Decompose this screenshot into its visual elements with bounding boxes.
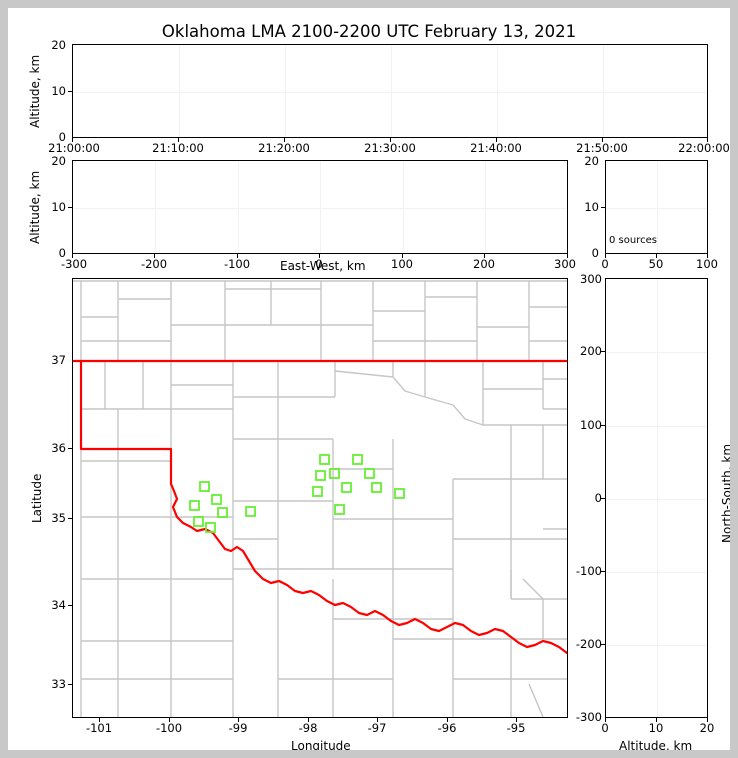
page-title: Oklahoma LMA 2100-2200 UTC February 13, … (161, 22, 577, 41)
axis-label-latitude: Latitude (30, 473, 44, 523)
tick-label: 10 (51, 200, 66, 214)
tick-label: 0 (594, 491, 602, 505)
tick-label: 100 (696, 257, 718, 271)
tick-label: -100 (223, 257, 251, 271)
tick-label: -100 (155, 721, 183, 735)
axis-label-north-south: North-South, km (720, 443, 734, 543)
tick-label: -200 (575, 637, 602, 651)
tick-label: -300 (575, 710, 602, 724)
tick-label: -200 (140, 257, 168, 271)
axis-label-east-west: East-West, km (280, 259, 366, 273)
tick-label: 10 (648, 721, 664, 735)
lma-station-markers (189, 454, 405, 533)
panel-northsouth-altitude (605, 278, 708, 718)
tick-label: 0 (58, 246, 66, 260)
tick-label: 21:30:00 (364, 141, 416, 155)
tick-label: 0 (58, 130, 66, 144)
panel-map (72, 278, 568, 718)
tick-label: -96 (437, 721, 457, 735)
tick-label: -98 (298, 721, 318, 735)
axis-label-altitude: Altitude, km (619, 739, 693, 753)
tick-label: 10 (584, 200, 599, 214)
tick-label: 34 (51, 598, 66, 612)
tick-label: 33 (51, 677, 66, 691)
tick-label: 0 (315, 257, 323, 271)
tick-label: 0 (601, 721, 609, 735)
source-count-annotation: 0 sources (609, 235, 657, 246)
tick-label: -95 (506, 721, 526, 735)
panel-eastwest-altitude (72, 160, 568, 254)
axis-label-longitude: Longitude (291, 739, 351, 753)
panel-time-altitude (72, 44, 708, 138)
tick-label: 20 (699, 721, 715, 735)
tick-label: 21:00:00 (48, 141, 100, 155)
tick-label: 200 (473, 257, 495, 271)
panel-altitude-histogram (605, 160, 708, 254)
tick-label: 10 (51, 84, 66, 98)
tick-label: -101 (85, 721, 113, 735)
tick-label: 21:40:00 (470, 141, 522, 155)
tick-label: -300 (60, 257, 88, 271)
tick-label: 50 (648, 257, 664, 271)
tick-label: 0 (601, 257, 609, 271)
tick-label: 200 (580, 344, 602, 358)
tick-label: 0 (591, 246, 599, 260)
tick-label: -99 (228, 721, 248, 735)
tick-label: 300 (580, 272, 602, 286)
axis-label-altitude: Altitude, km (28, 170, 42, 244)
tick-label: 21:20:00 (258, 141, 310, 155)
tick-label: 35 (51, 511, 66, 525)
tick-label: -100 (575, 564, 602, 578)
axis-label-altitude: Altitude, km (28, 54, 42, 128)
tick-label: -97 (367, 721, 387, 735)
tick-label: 100 (391, 257, 413, 271)
tick-label: 20 (584, 154, 599, 168)
tick-label: 300 (554, 257, 576, 271)
tick-label: 20 (51, 154, 66, 168)
county-borders (73, 280, 567, 717)
tick-label: 100 (580, 418, 602, 432)
tick-label: 21:10:00 (152, 141, 204, 155)
map-svg (73, 280, 567, 717)
tick-label: 22:00:00 (678, 141, 730, 155)
tick-label: 20 (51, 38, 66, 52)
tick-label: 21:50:00 (576, 141, 628, 155)
tick-label: 37 (51, 353, 66, 367)
tick-label: 36 (51, 441, 66, 455)
state-border-oklahoma (73, 359, 567, 655)
